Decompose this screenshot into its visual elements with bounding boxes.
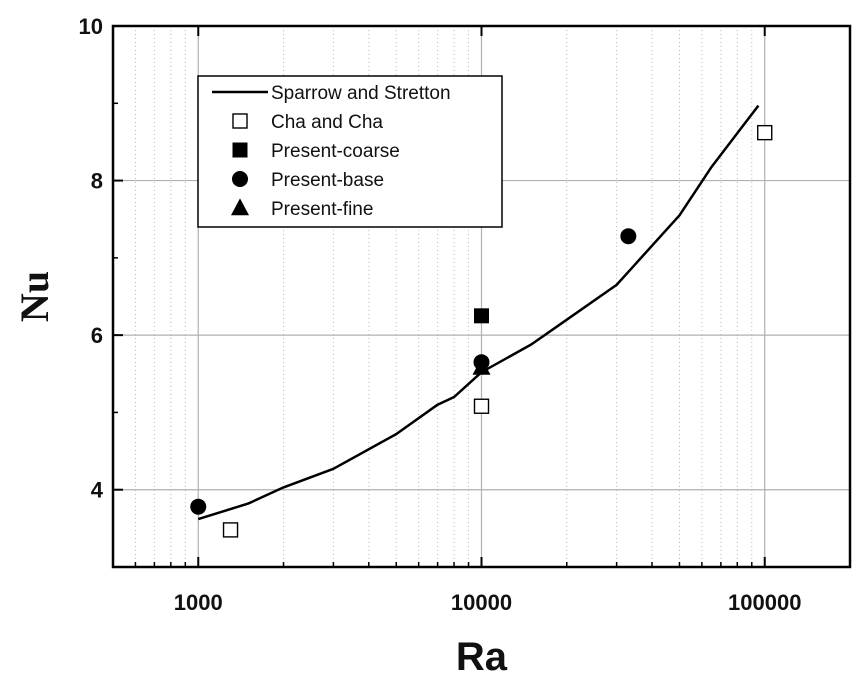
legend-marker <box>231 198 249 216</box>
data-point <box>474 308 489 324</box>
data-point <box>222 522 239 538</box>
series-line <box>197 104 760 521</box>
data-point <box>190 498 207 515</box>
legend-marker <box>232 113 248 129</box>
series-cha-and-cha <box>222 124 773 538</box>
legend: Sparrow and Stretton Cha and Cha Present-c… <box>197 75 503 228</box>
x-tick-label: 10000 <box>451 590 512 615</box>
data-point <box>757 124 773 141</box>
legend-label: Present-base <box>271 170 384 191</box>
legend-label: Sparrow and Stretton <box>271 83 451 104</box>
data-point <box>620 228 637 245</box>
legend-label: Present-fine <box>271 199 373 220</box>
legend-marker <box>232 171 248 187</box>
y-tick-label: 8 <box>91 169 103 194</box>
series-present-base <box>190 228 637 515</box>
tick-labels: 1000 10000 100000 4 6 8 10 <box>79 14 802 615</box>
legend-marker <box>232 142 248 158</box>
x-tick-label: 1000 <box>174 590 223 615</box>
data-point <box>473 398 490 414</box>
y-tick-label: 6 <box>91 323 103 348</box>
y-tick-label: 10 <box>79 14 103 39</box>
x-axis-title: Ra <box>456 635 508 679</box>
legend-label: Present-coarse <box>271 141 400 162</box>
series-layer <box>190 104 773 538</box>
data-point <box>472 358 491 375</box>
y-tick-label: 4 <box>91 478 104 503</box>
legend-box <box>197 75 503 228</box>
series-present-fine <box>472 358 491 375</box>
axes <box>111 24 852 569</box>
series-present-coarse <box>474 308 489 324</box>
y-axis-title: Nu <box>12 271 57 322</box>
legend-label: Cha and Cha <box>271 112 383 133</box>
x-tick-label: 100000 <box>728 590 801 615</box>
series-sparrow-and-stretton <box>197 104 760 521</box>
